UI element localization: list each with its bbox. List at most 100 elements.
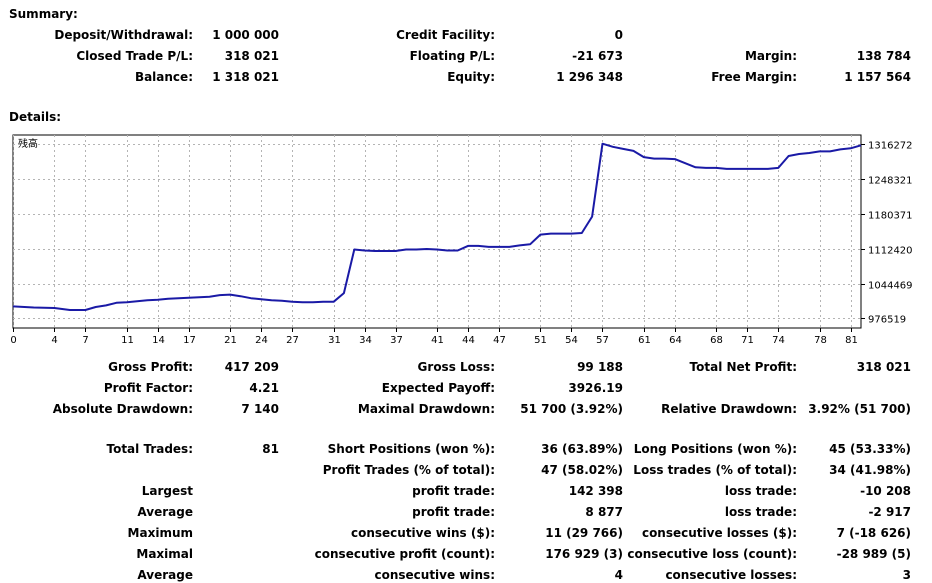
profit-factor-label: Profit Factor:: [103, 381, 193, 395]
x-tick-label: 61: [638, 335, 651, 346]
x-tick-label: 14: [152, 335, 165, 346]
gross-profit-value: 417 209: [224, 360, 279, 374]
short-positions-value: 36 (63.89%): [541, 442, 623, 456]
free-margin-label: Free Margin:: [711, 70, 797, 84]
relative-drawdown-value: 3.92% (51 700): [808, 402, 911, 416]
y-tick-label: 1248321: [868, 176, 913, 187]
average-consecutive-wins-value: 4: [614, 568, 623, 582]
profit-trades-value: 47 (58.02%): [541, 463, 623, 477]
expected-payoff-label: Expected Payoff:: [381, 381, 495, 395]
y-tick-label: 1316272: [868, 141, 913, 152]
x-tick-label: 31: [328, 335, 341, 346]
x-tick-label: 68: [710, 335, 723, 346]
absolute-drawdown-value: 7 140: [241, 402, 279, 416]
x-tick-label: 64: [669, 335, 682, 346]
gross-profit-label: Gross Profit:: [108, 360, 193, 374]
x-tick-label: 0: [10, 335, 16, 346]
loss-trades-value: 34 (41.98%): [829, 463, 911, 477]
x-tick-label: 51: [534, 335, 547, 346]
summary-heading: Summary:: [9, 7, 78, 21]
x-tick-label: 11: [121, 335, 134, 346]
x-axis: 0 4 7 11 14 17 21 24 27 31 34 37 41 44 47 51 54 57 61 64 68 7…: [10, 328, 858, 346]
y-axis: 976519 1044469 1112420 1180371 1248321 131627…: [861, 141, 913, 326]
max-consecutive-wins-value: 11 (29 766): [545, 526, 623, 540]
largest-loss-value: -10 208: [860, 484, 911, 498]
credit-label: Credit Facility:: [396, 28, 495, 42]
total-net-profit-value: 318 021: [856, 360, 911, 374]
margin-value: 138 784: [856, 49, 911, 63]
floating-pl-label: Floating P/L:: [409, 49, 495, 63]
y-tick-label: 1112420: [868, 246, 913, 257]
maximal-label: Maximal: [136, 547, 193, 561]
x-tick-label: 54: [565, 335, 578, 346]
balance-chart: 残高 976519 1044469 1112420 1180371 1248321 131…: [10, 134, 913, 346]
margin-label: Margin:: [744, 49, 797, 63]
x-tick-label: 17: [183, 335, 196, 346]
average-consecutive-label: Average: [137, 568, 193, 582]
y-tick-label: 1180371: [868, 211, 913, 222]
x-tick-label: 21: [224, 335, 237, 346]
x-tick-label: 71: [741, 335, 754, 346]
balance-label: Balance:: [134, 70, 193, 84]
x-tick-label: 7: [82, 335, 88, 346]
x-tick-label: 81: [845, 335, 858, 346]
average-profit-value: 8 877: [585, 505, 623, 519]
total-net-profit-label: Total Net Profit:: [689, 360, 797, 374]
closed-pl-value: 318 021: [224, 49, 279, 63]
gross-loss-label: Gross Loss:: [417, 360, 495, 374]
equity-value: 1 296 348: [556, 70, 623, 84]
profit-trades-label: Profit Trades (% of total):: [322, 463, 495, 477]
deposit-value: 1 000 000: [212, 28, 279, 42]
absolute-drawdown-label: Absolute Drawdown:: [52, 402, 193, 416]
details-heading: Details:: [9, 110, 62, 124]
largest-label: Largest: [141, 484, 193, 498]
average-loss-label: loss trade:: [724, 505, 797, 519]
average-profit-label: profit trade:: [412, 505, 495, 519]
total-trades-value: 81: [262, 442, 279, 456]
gross-loss-value: 99 188: [577, 360, 623, 374]
series-layer: [12, 142, 862, 311]
x-tick-label: 57: [596, 335, 609, 346]
total-trades-label: Total Trades:: [106, 442, 193, 456]
maximal-drawdown-label: Maximal Drawdown:: [357, 402, 495, 416]
y-tick-label: 1044469: [868, 281, 913, 292]
x-tick-label: 74: [772, 335, 785, 346]
equity-label: Equity:: [447, 70, 495, 84]
average-label: Average: [137, 505, 193, 519]
x-tick-label: 24: [255, 335, 268, 346]
average-consecutive-wins-label: consecutive wins:: [374, 568, 495, 582]
credit-value: 0: [614, 28, 623, 42]
largest-profit-value: 142 398: [568, 484, 623, 498]
long-positions-value: 45 (53.33%): [829, 442, 911, 456]
short-positions-label: Short Positions (won %):: [327, 442, 495, 456]
long-positions-label: Long Positions (won %):: [633, 442, 797, 456]
largest-profit-label: profit trade:: [412, 484, 495, 498]
largest-loss-label: loss trade:: [724, 484, 797, 498]
average-loss-value: -2 917: [868, 505, 911, 519]
maximal-consecutive-loss-label: consecutive loss (count):: [627, 547, 797, 561]
x-tick-label: 78: [814, 335, 827, 346]
loss-trades-label: Loss trades (% of total):: [633, 463, 797, 477]
maximal-consecutive-profit-label: consecutive profit (count):: [314, 547, 495, 561]
max-consecutive-losses-value: 7 (-18 626): [836, 526, 911, 540]
free-margin-value: 1 157 564: [844, 70, 911, 84]
x-tick-label: 41: [431, 335, 444, 346]
x-tick-label: 37: [390, 335, 403, 346]
maximal-drawdown-value: 51 700 (3.92%): [520, 402, 623, 416]
maximal-consecutive-loss-value: -28 989 (5): [836, 547, 911, 561]
maximal-consecutive-profit-value: 176 929 (3): [545, 547, 623, 561]
legend-label: 残高: [18, 137, 38, 150]
average-consecutive-losses-value: 3: [902, 568, 911, 582]
x-tick-label: 34: [359, 335, 372, 346]
balance-line: [12, 142, 862, 311]
x-tick-label: 47: [493, 335, 506, 346]
profit-factor-value: 4.21: [249, 381, 279, 395]
closed-pl-label: Closed Trade P/L:: [76, 49, 193, 63]
balance-value: 1 318 021: [212, 70, 279, 84]
max-consecutive-losses-label: consecutive losses ($):: [641, 526, 797, 540]
y-tick-label: 976519: [868, 315, 906, 326]
relative-drawdown-label: Relative Drawdown:: [661, 402, 797, 416]
x-tick-label: 4: [51, 335, 57, 346]
x-tick-label: 27: [286, 335, 299, 346]
grid-lines: [13, 135, 861, 328]
